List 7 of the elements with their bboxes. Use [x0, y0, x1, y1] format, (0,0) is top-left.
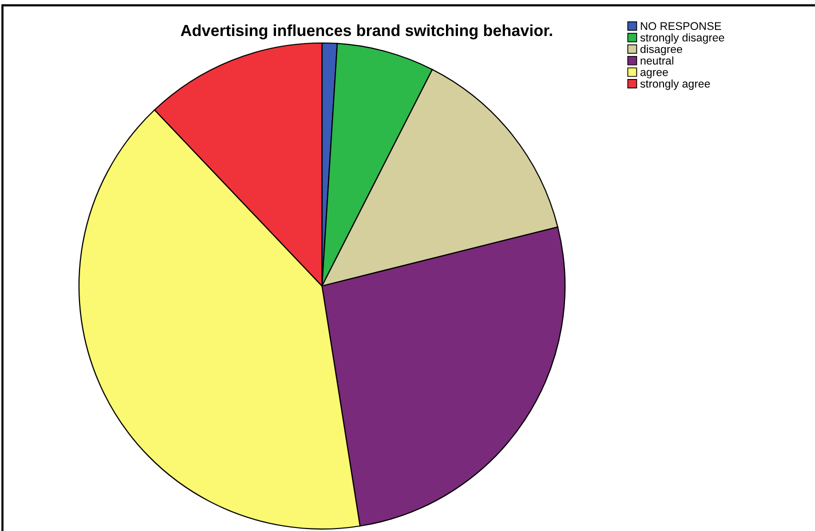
legend-label: NO RESPONSE [640, 22, 722, 30]
legend-label: neutral [640, 56, 674, 65]
legend-label: disagree [640, 44, 682, 56]
legend-label: strongly disagree [640, 33, 724, 44]
legend-label: agree [640, 70, 668, 78]
chart-title: Advertising influences brand switching behavior. [180, 24, 552, 40]
legend-label: strongly agree [640, 79, 710, 90]
